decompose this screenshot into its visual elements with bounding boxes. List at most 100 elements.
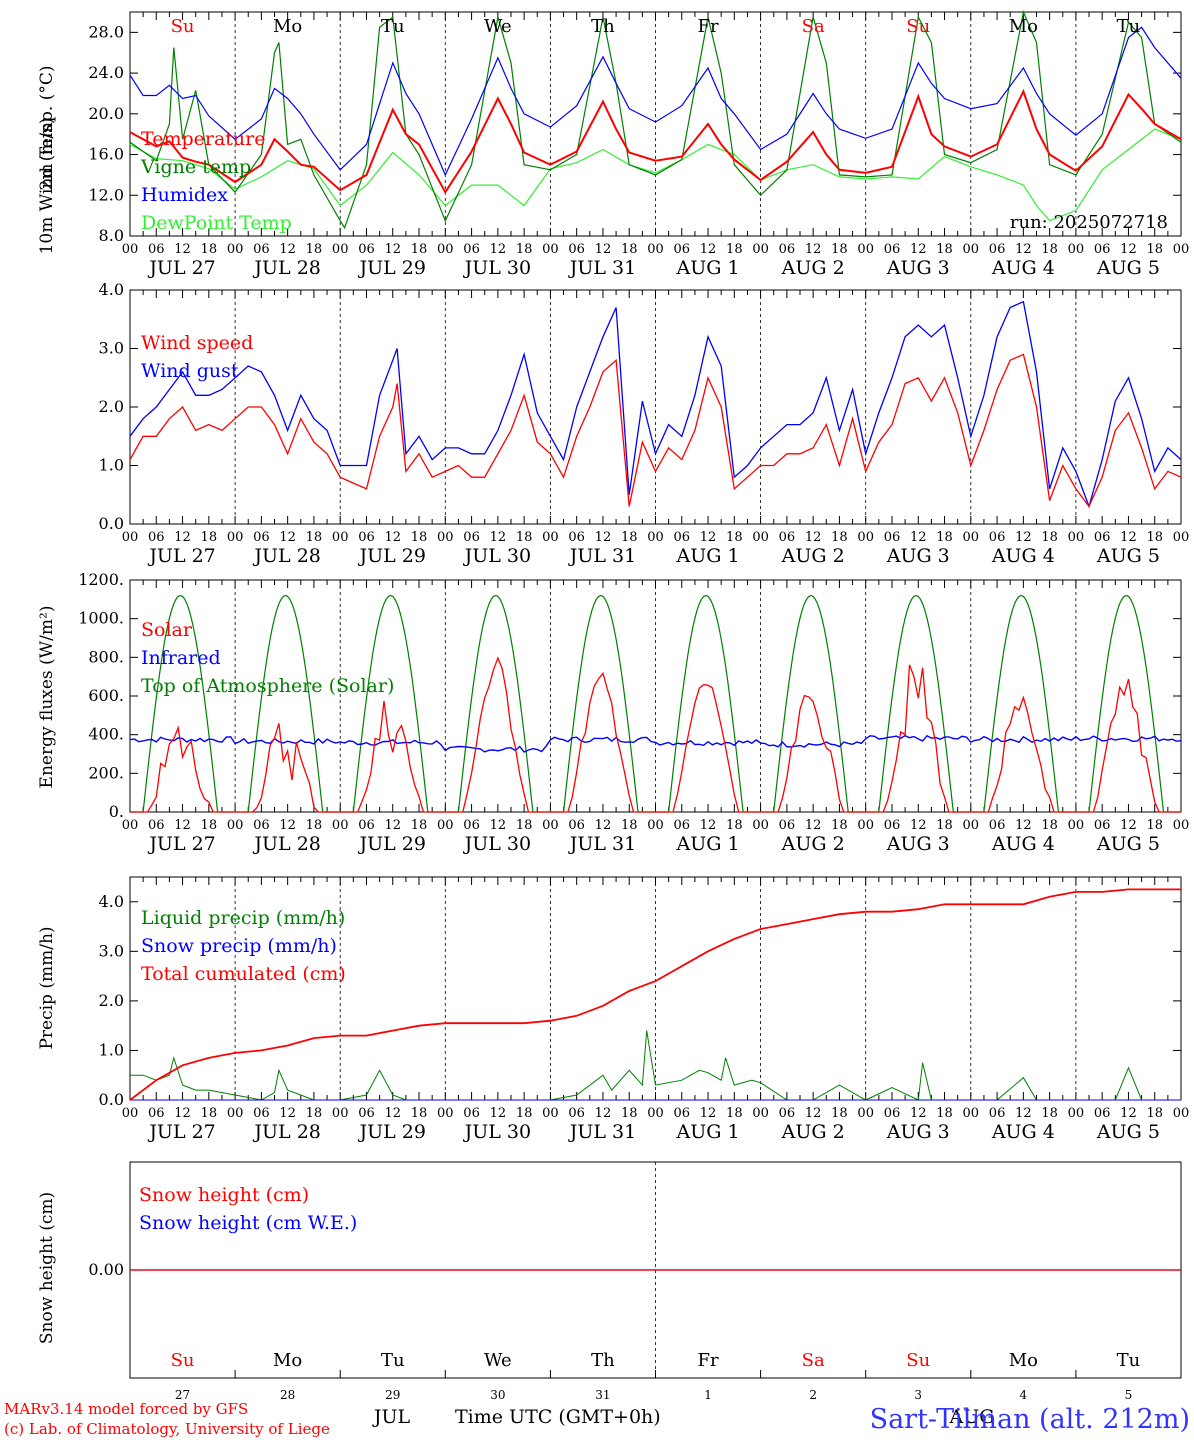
- hour-label: 12: [910, 1106, 927, 1121]
- hour-label: 00: [647, 1106, 664, 1121]
- hour-label: 06: [674, 242, 691, 257]
- weekday-label: Sa: [802, 16, 825, 37]
- hour-label: 18: [201, 818, 218, 833]
- bottom-day-number: 28: [280, 1388, 295, 1402]
- hour-label: 00: [752, 818, 769, 833]
- day-label: AUG 2: [781, 257, 845, 279]
- hour-label: 00: [437, 818, 454, 833]
- hour-label: 12: [490, 530, 507, 545]
- weekday-label: Mo: [1009, 16, 1038, 37]
- day-label: JUL 31: [568, 1121, 636, 1143]
- hour-label: 12: [490, 1106, 507, 1121]
- hour-label: 18: [201, 1106, 218, 1121]
- day-label: AUG 5: [1096, 257, 1160, 279]
- hour-label: 06: [148, 530, 165, 545]
- hour-label: 18: [306, 242, 323, 257]
- hour-label: 18: [1041, 818, 1058, 833]
- hour-label: 12: [1015, 242, 1032, 257]
- day-label: AUG 4: [991, 545, 1055, 567]
- hour-label: 18: [516, 530, 533, 545]
- hour-label: 12: [1120, 818, 1137, 833]
- panel-3: 0. 200. 400. 600. 800. 1000. 1200. Energy fluxe…: [37, 570, 1189, 855]
- day-label: JUL 29: [358, 257, 426, 279]
- series-line-infrared: [129, 734, 1182, 753]
- chart-panels: 8.012.016.020.024.028.02m Temp. (°C)00 06…: [37, 9, 1190, 1428]
- day-label: JUL 29: [358, 1121, 426, 1143]
- y-tick-label: 2.0: [99, 991, 124, 1010]
- day-label: JUL 29: [358, 545, 426, 567]
- hour-label: 12: [174, 530, 191, 545]
- y-tick-label: 2.0: [99, 397, 124, 416]
- hour-label: 12: [174, 242, 191, 257]
- y-tick-label: 16.0: [88, 145, 124, 164]
- day-label: JUL 30: [463, 257, 531, 279]
- day-label: AUG 2: [781, 1121, 845, 1143]
- hour-label: 18: [726, 1106, 743, 1121]
- hour-label: 12: [279, 818, 296, 833]
- series-line-dewpoint-temp: [129, 128, 1182, 222]
- hour-label: 12: [279, 1106, 296, 1121]
- hour-label: 06: [1094, 1106, 1111, 1121]
- hour-label: 18: [936, 1106, 953, 1121]
- hour-label: 12: [279, 242, 296, 257]
- day-label: JUL 27: [147, 257, 215, 279]
- hour-label: 06: [358, 530, 375, 545]
- hour-label: 12: [279, 530, 296, 545]
- hour-label: 18: [1041, 242, 1058, 257]
- hour-label: 18: [1146, 530, 1163, 545]
- hour-label: 06: [358, 1106, 375, 1121]
- station-label: Sart-Tilman (alt. 212m): [870, 1404, 1190, 1435]
- weekday-label: Th: [591, 16, 615, 37]
- weekday-label: Tu: [381, 1350, 405, 1371]
- hour-label: 06: [253, 530, 270, 545]
- hour-label: 06: [358, 242, 375, 257]
- hour-label: 18: [306, 530, 323, 545]
- hour-label: 06: [568, 530, 585, 545]
- weekday-label: Fr: [698, 16, 719, 37]
- hour-label: 00: [227, 818, 244, 833]
- hour-label: 00: [437, 530, 454, 545]
- hour-label: 18: [411, 818, 428, 833]
- bottom-day-number: 4: [1020, 1388, 1028, 1402]
- hour-label: 12: [595, 242, 612, 257]
- hour-label: 12: [384, 530, 401, 545]
- hour-label: 06: [779, 1106, 796, 1121]
- y-axis-label: Energy fluxes (W/m²): [37, 606, 57, 789]
- hour-label: 12: [700, 242, 717, 257]
- y-tick-label: 1000.: [78, 609, 124, 628]
- y-tick-label: 800.: [88, 647, 124, 666]
- day-label: JUL 30: [463, 833, 531, 855]
- hour-label: 06: [989, 1106, 1006, 1121]
- bottom-day-number: 31: [595, 1388, 610, 1402]
- hour-label: 18: [201, 242, 218, 257]
- y-tick-label: 12.0: [88, 185, 124, 204]
- panel-1: 8.0 12.0 16.0 20.0 24.0 28.0 2m Temp. (°C) 00 06…: [37, 9, 1189, 279]
- hour-label: 18: [516, 1106, 533, 1121]
- y-tick-label: 0.: [109, 802, 124, 821]
- bottom-day-number: 30: [490, 1388, 505, 1402]
- hour-label: 18: [1146, 242, 1163, 257]
- hour-label: 00: [857, 1106, 874, 1121]
- hour-label: 00: [647, 818, 664, 833]
- hour-label: 18: [306, 818, 323, 833]
- bottom-day-number: 27: [175, 1388, 190, 1402]
- hour-label: 00: [332, 530, 349, 545]
- legend-liquid-precip-mm-h-: Liquid precip (mm/h): [141, 907, 345, 929]
- hour-label: 18: [411, 1106, 428, 1121]
- y-tick-label: 600.: [88, 686, 124, 705]
- hour-label: 06: [674, 818, 691, 833]
- hour-label: 00: [227, 242, 244, 257]
- y-tick-label: 28.0: [88, 22, 124, 41]
- y-tick-label: 4.0: [99, 892, 124, 911]
- hour-label: 18: [411, 530, 428, 545]
- hour-label: 06: [568, 1106, 585, 1121]
- hour-label: 00: [542, 818, 559, 833]
- hour-label: 06: [148, 818, 165, 833]
- lab-credit: (c) Lab. of Climatology, University of L…: [4, 1420, 330, 1438]
- hour-label: 00: [1173, 1106, 1190, 1121]
- hour-label: 12: [700, 1106, 717, 1121]
- run-annotation: run: 2025072718: [1010, 212, 1168, 233]
- hour-label: 06: [779, 530, 796, 545]
